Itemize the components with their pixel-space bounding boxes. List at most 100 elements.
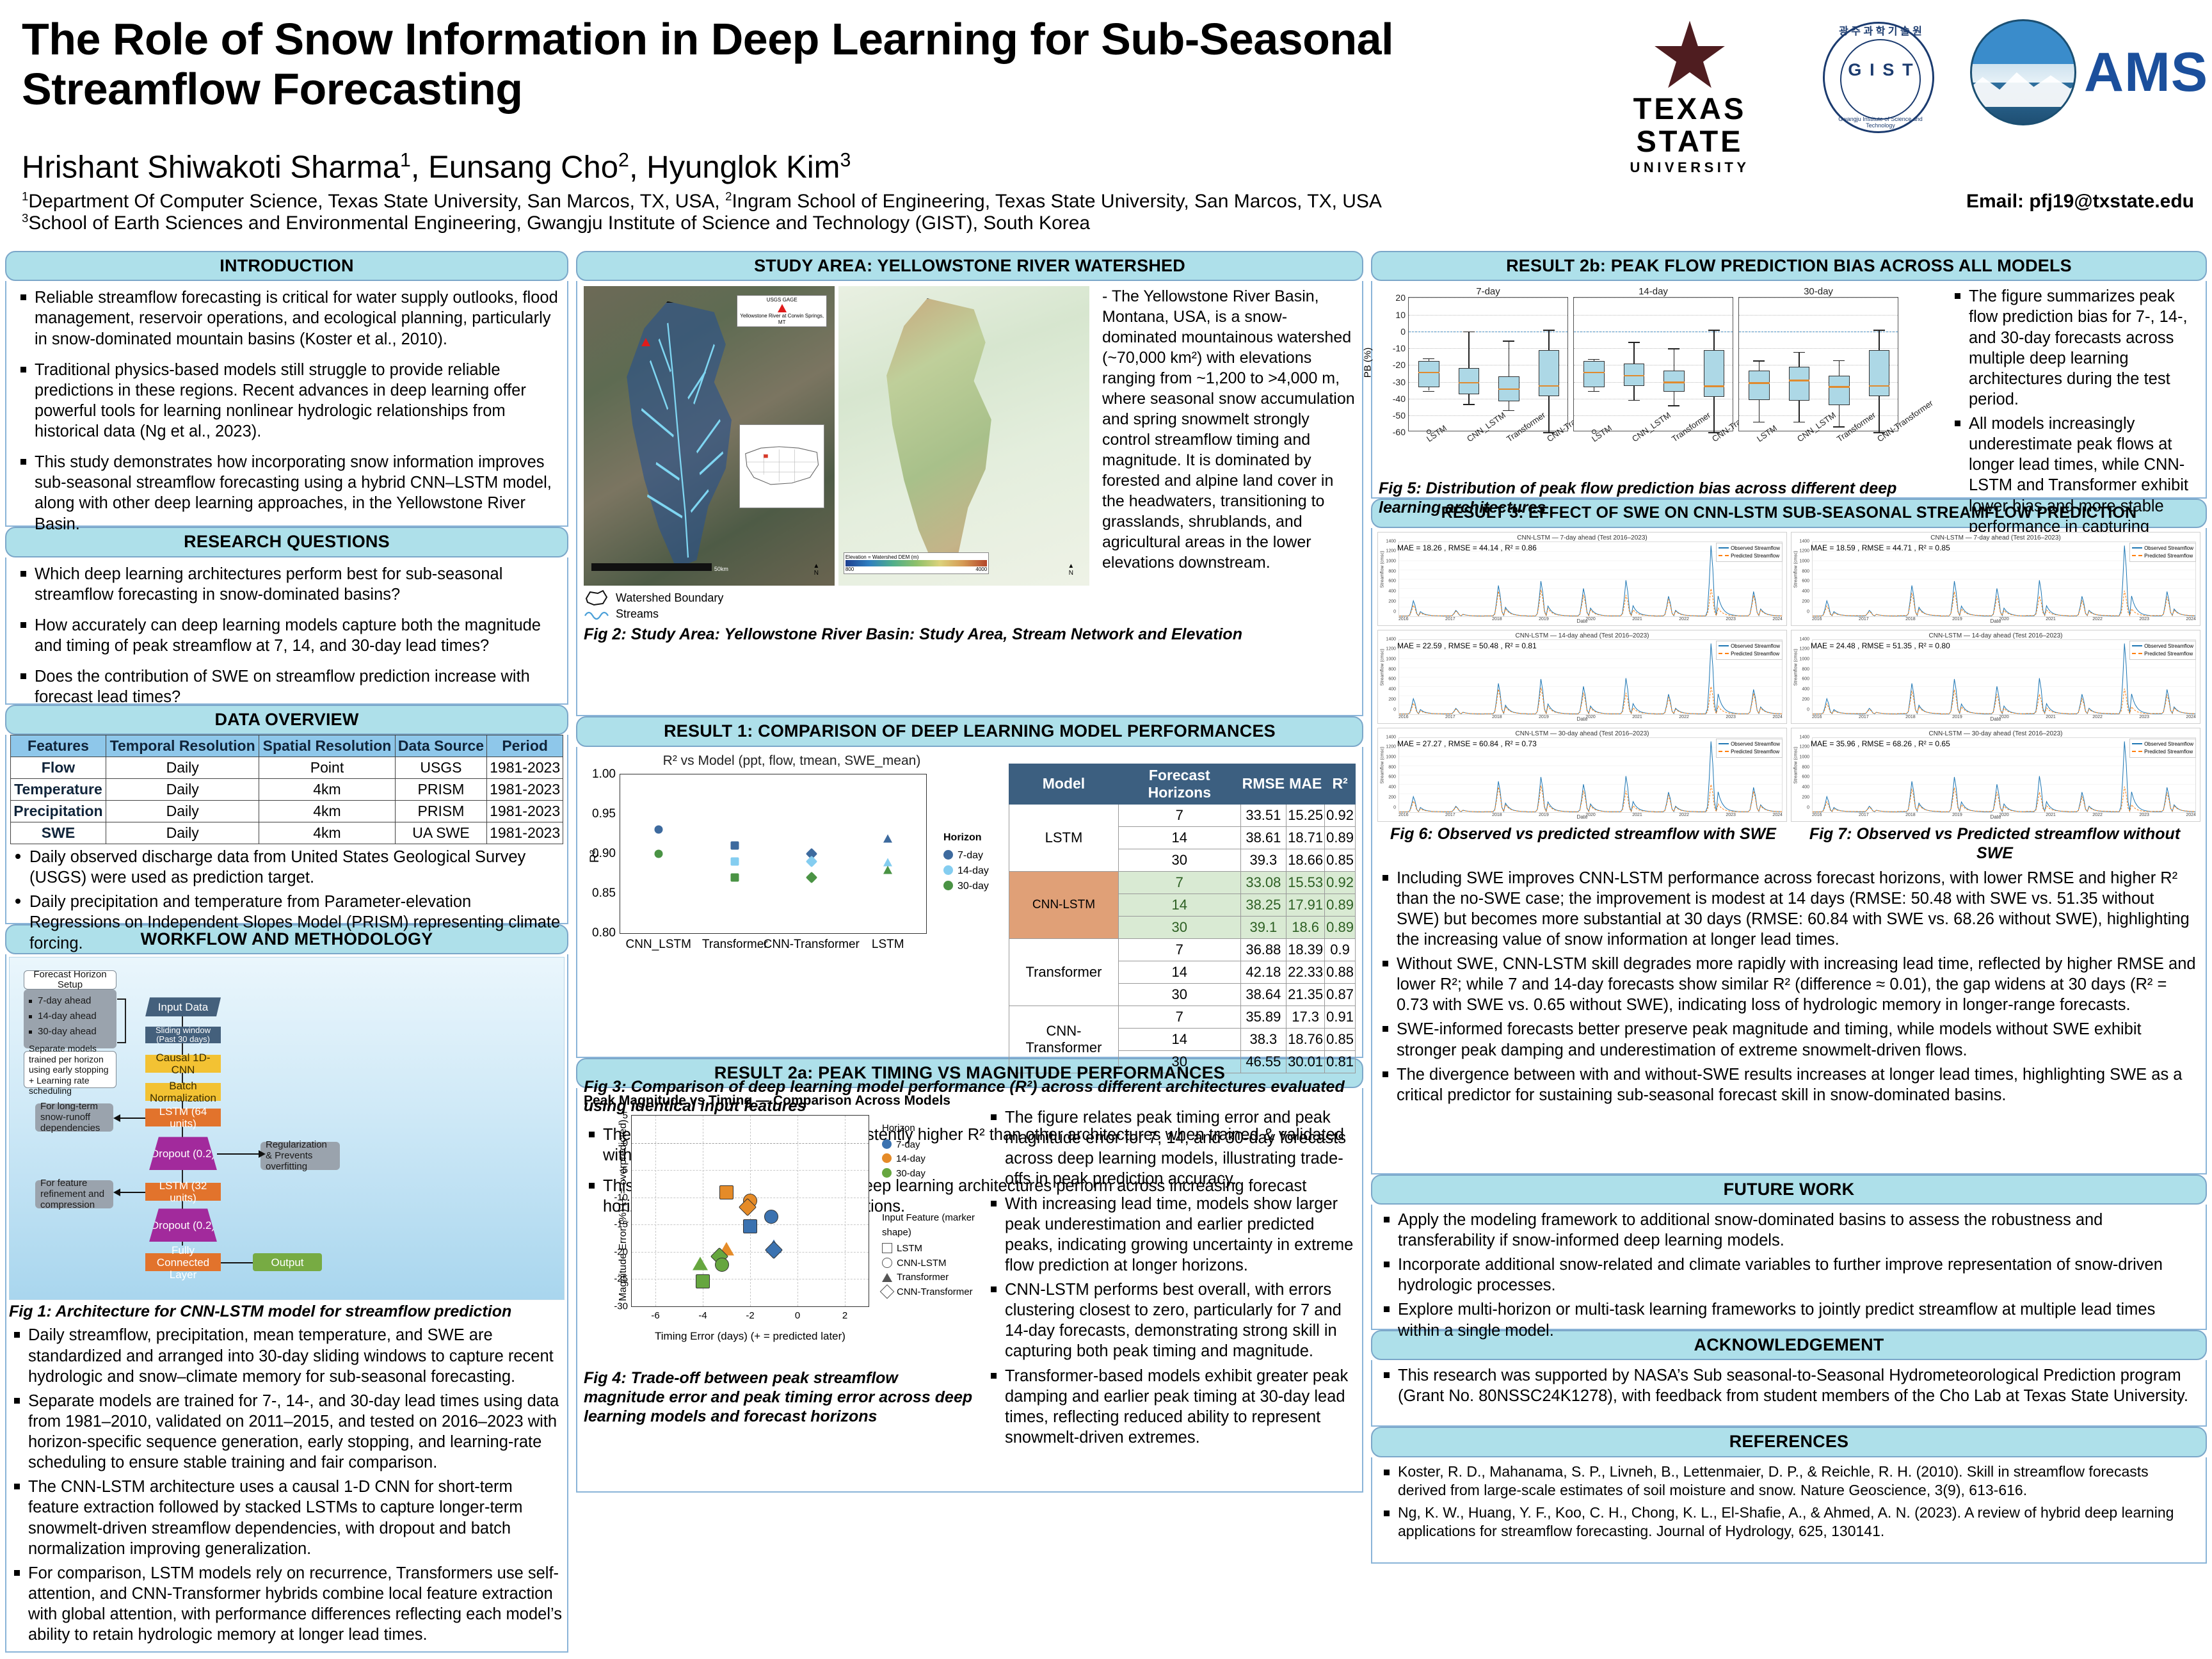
x-tick: 2016	[1399, 812, 1409, 817]
table-row: 30 38.64 21.35 0.87	[1009, 982, 1356, 1006]
metrics-annotation: MAE = 18.59 , RMSE = 44.71 , R² = 0.85	[1811, 543, 1950, 552]
table-row: LSTM 7 33.51 15.25 0.92	[1009, 803, 1356, 872]
x-tick: 2020	[1999, 616, 2009, 621]
x-tick: 2023	[2139, 714, 2149, 719]
box	[1749, 371, 1770, 400]
axis-label-y: Streamflow (cmsc)	[1380, 746, 1385, 784]
column-header: RMSE	[1240, 763, 1287, 805]
list-item: The CNN-LSTM architecture uses a causal …	[9, 1477, 565, 1559]
model-performance-table: Model Forecast Horizons RMSE MAE R² LSTM…	[1009, 763, 1356, 1073]
median-line	[1623, 374, 1644, 377]
affiliation-1: Department Of Computer Science, Texas St…	[28, 191, 726, 212]
data-point	[730, 873, 739, 882]
section-heading-introduction: INTRODUCTION	[5, 251, 568, 282]
x-tick: 2023	[1726, 616, 1736, 621]
cell-rmse: 38.3	[1240, 1027, 1287, 1051]
median-line	[1829, 386, 1850, 388]
x-tick: 2024	[1772, 812, 1783, 817]
cell-mae: 18.71	[1286, 826, 1326, 849]
median-line	[1749, 382, 1770, 384]
cell-r2: 0.89	[1324, 826, 1356, 849]
y-tick: 600	[1802, 677, 1809, 682]
x-tick: 2023	[2139, 812, 2149, 817]
cell-r2: 0.87	[1324, 982, 1356, 1006]
legend-swatch-14day	[943, 865, 953, 875]
contact-email: Email: pfj19@txstate.edu	[1966, 191, 2194, 212]
chart-subtitle: 14-day	[1639, 286, 1668, 298]
legend-fig4-marker: Input Feature (marker shape) LSTM CNN-LS…	[879, 1211, 981, 1299]
list-item: Transformer-based models exhibit greater…	[986, 1366, 1356, 1448]
x-tick: LSTM	[871, 937, 904, 951]
x-tick: 2020	[1585, 714, 1596, 719]
x-tick: 2017	[1445, 616, 1455, 621]
cell-spatial: 4km	[259, 778, 396, 801]
axis-label-x-fig4: Timing Error (days) (+ = predicted later…	[655, 1330, 846, 1343]
box	[1538, 349, 1559, 397]
logo-text-university: UNIVERSITY	[1630, 159, 1750, 175]
list-item: CNN-LSTM performs best overall, with err…	[986, 1279, 1356, 1362]
x-tick: 2017	[1445, 714, 1455, 719]
x-tick: 2024	[1772, 616, 1783, 621]
whisker-cap	[1503, 410, 1515, 412]
whisker	[1633, 342, 1635, 364]
list-item: Incorporate additional snow-related and …	[1379, 1254, 2199, 1295]
cell-rmse: 39.1	[1240, 915, 1287, 939]
stream-network-icon	[641, 323, 723, 558]
y-tick: 1000	[1386, 657, 1396, 662]
figure-caption-fig4: Fig 4: Trade-off between peak streamflow…	[584, 1369, 973, 1426]
box	[1663, 370, 1685, 392]
y-tick: 400	[1802, 785, 1809, 790]
whisker	[1673, 391, 1674, 406]
cell-horizon: 7	[1118, 803, 1241, 827]
legend-item: 7-day	[943, 848, 989, 863]
whisker-cap	[1588, 390, 1600, 392]
x-tick: 2024	[2186, 616, 2196, 621]
y-tick: -40	[1392, 393, 1406, 404]
legend-fig3: Horizon 7-day 14-day 30-day	[943, 830, 989, 894]
legend-item: Predicted Streamflow	[2132, 552, 2193, 560]
metrics-annotation: MAE = 35.96 , RMSE = 68.26 , R² = 0.65	[1811, 739, 1950, 748]
forecast-horizon-list: 7-day ahead 14-day ahead 30-day ahead	[24, 990, 116, 1049]
cell-mae: 15.53	[1286, 870, 1326, 894]
y-tick: 200	[1388, 599, 1396, 604]
cell-rmse: 39.3	[1240, 848, 1287, 872]
list-item: Daily precipitation and temperature from…	[10, 892, 563, 953]
author-1: Hrishant Shiwakoti Sharma	[22, 150, 400, 185]
cell-r2: 0.92	[1324, 803, 1356, 827]
box	[1418, 361, 1439, 387]
x-tick: 2022	[1679, 616, 1689, 621]
result1-table-wrap: Model Forecast Horizons RMSE MAE R² LSTM…	[1009, 753, 1356, 1073]
introduction-body: Reliable streamflow forecasting is criti…	[5, 281, 568, 533]
x-tick: 2021	[2046, 616, 2056, 621]
annotation-regularization: Regularization & Prevents overfitting	[260, 1139, 340, 1172]
x-axis: 2016 2017 2018 2019 2020 2021 2022 2023 2024	[1399, 715, 1783, 719]
column-header: Spatial Resolution	[259, 735, 396, 758]
cell-rmse: 36.88	[1240, 938, 1287, 961]
y-tick: 800	[1802, 667, 1809, 672]
cell-r2: 0.85	[1324, 1027, 1356, 1051]
table-row: 30 39.3 18.66 0.85	[1009, 848, 1356, 872]
legend-item: 30-day	[882, 1167, 926, 1182]
y-tick: -20	[614, 1246, 628, 1258]
cell-mae: 17.3	[1286, 1005, 1326, 1029]
x-tick: 2021	[1632, 616, 1642, 621]
x-tick: 2023	[1726, 714, 1736, 719]
legend-title: Input Feature (marker shape)	[882, 1212, 975, 1238]
section-heading-study-area: STUDY AREA: YELLOWSTONE RIVER WATERSHED	[576, 251, 1363, 282]
metrics-annotation: MAE = 27.27 , RMSE = 60.84 , R² = 0.73	[1397, 739, 1537, 748]
workflow-diagram: Forecast Horizon Setup 7-day ahead 14-da…	[9, 957, 565, 1301]
x-tick: 2023	[1726, 812, 1736, 817]
x-tick: 2022	[2092, 616, 2103, 621]
cell-mae: 21.35	[1286, 982, 1326, 1006]
median-line	[1538, 385, 1559, 387]
x-tick: 2019	[1952, 616, 1962, 621]
section-heading-future-work: FUTURE WORK	[1371, 1174, 2207, 1205]
annotation-longterm: For long-term snow-runoff dependencies	[35, 1101, 113, 1134]
series-predicted	[1399, 686, 1782, 714]
plot-area: 0 200 400 600 800 1000 1200 1400 2016 2017 2018 201…	[1380, 735, 1784, 817]
section-heading-acknowledgement: ACKNOWLEDGEMENT	[1371, 1329, 2207, 1361]
axis-label-y: Streamflow (cmsc)	[1793, 550, 1799, 588]
section-heading-result3: RESULT 3: EFFECT OF SWE ON CNN-LSTM SUB-…	[1371, 499, 2207, 528]
